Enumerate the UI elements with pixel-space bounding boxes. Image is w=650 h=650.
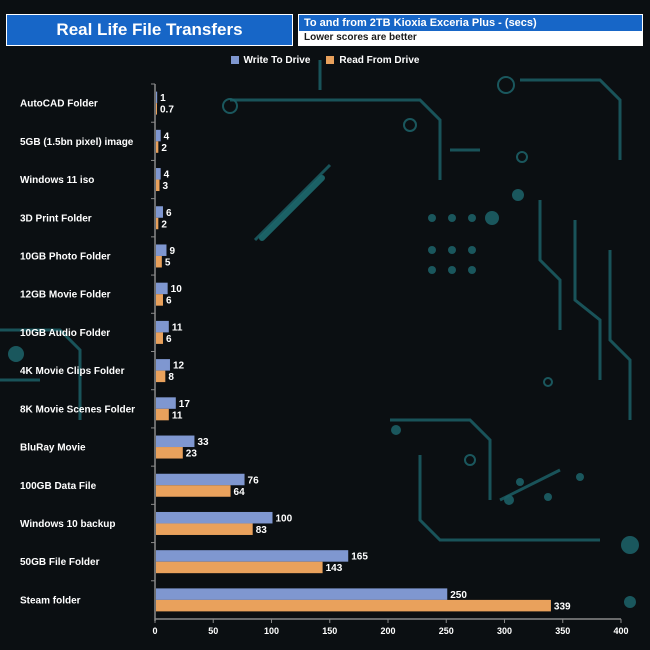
category-label: 100GB Data File bbox=[20, 481, 97, 492]
bar-read bbox=[156, 599, 551, 612]
data-label-read: 83 bbox=[256, 525, 268, 536]
bar-write bbox=[156, 397, 176, 409]
bar-read bbox=[156, 561, 323, 574]
bar-read bbox=[156, 332, 163, 344]
chart-title-box: Real Life File Transfers bbox=[6, 14, 293, 46]
category-label: Steam folder bbox=[20, 595, 81, 606]
data-label-write: 1 bbox=[160, 93, 166, 104]
category-label: 10GB Audio Folder bbox=[20, 328, 110, 339]
bar-write bbox=[156, 473, 245, 486]
chart-title: Real Life File Transfers bbox=[56, 20, 243, 39]
bar-write bbox=[156, 588, 448, 600]
bar-read bbox=[156, 217, 159, 230]
data-label-write: 100 bbox=[276, 513, 293, 524]
category-label: 10GB Photo Folder bbox=[20, 251, 111, 262]
bar-write bbox=[156, 550, 349, 562]
x-tick-label: 350 bbox=[555, 626, 570, 636]
data-label-read: 23 bbox=[186, 449, 198, 460]
data-label-read: 2 bbox=[161, 219, 167, 230]
legend-label-read: Read From Drive bbox=[339, 54, 420, 66]
bar-write bbox=[156, 282, 168, 295]
data-label-write: 4 bbox=[164, 170, 170, 181]
data-label-read: 2 bbox=[161, 143, 167, 154]
category-label: AutoCAD Folder bbox=[20, 99, 98, 110]
bar-write bbox=[156, 91, 158, 104]
bar-write bbox=[156, 320, 169, 333]
bar-read bbox=[156, 141, 159, 153]
data-label-write: 250 bbox=[450, 590, 467, 601]
data-label-write: 9 bbox=[169, 246, 175, 257]
data-label-read: 11 bbox=[172, 410, 183, 421]
x-tick-label: 400 bbox=[613, 626, 628, 636]
bar-write bbox=[156, 168, 161, 180]
data-label-write: 76 bbox=[248, 475, 260, 486]
data-label-read: 143 bbox=[326, 563, 343, 574]
bar-write bbox=[156, 359, 170, 371]
data-label-write: 12 bbox=[173, 361, 185, 372]
bar-read bbox=[156, 447, 183, 459]
data-label-read: 3 bbox=[162, 181, 168, 192]
legend-label-write: Write To Drive bbox=[243, 54, 311, 66]
category-label: 8K Movie Scenes Folder bbox=[20, 404, 135, 415]
category-label: 12GB Movie Folder bbox=[20, 290, 111, 301]
category-label: 50GB File Folder bbox=[20, 557, 100, 568]
data-label-read: 0.7 bbox=[160, 105, 174, 116]
data-label-write: 165 bbox=[351, 552, 368, 563]
x-tick-label: 300 bbox=[497, 626, 512, 636]
legend-item-write: Write To Drive bbox=[230, 54, 311, 66]
data-label-read: 6 bbox=[166, 334, 172, 345]
category-label: Windows 10 backup bbox=[20, 519, 115, 530]
bar-write bbox=[156, 435, 195, 448]
data-label-write: 10 bbox=[171, 284, 183, 295]
x-tick-label: 100 bbox=[264, 626, 279, 636]
category-label: 4K Movie Clips Folder bbox=[20, 366, 125, 377]
data-label-read: 64 bbox=[234, 487, 246, 498]
legend: Write To Drive Read From Drive bbox=[0, 53, 650, 67]
bar-write bbox=[156, 206, 163, 218]
data-label-write: 4 bbox=[164, 131, 170, 142]
x-tick-label: 250 bbox=[439, 626, 454, 636]
bar-read bbox=[156, 179, 160, 192]
bar-read bbox=[156, 523, 253, 535]
category-label: BluRay Movie bbox=[20, 443, 86, 454]
data-label-write: 17 bbox=[179, 399, 191, 410]
bar-write bbox=[156, 244, 167, 256]
x-tick-label: 200 bbox=[380, 626, 395, 636]
chart-subtitle-box: To and from 2TB Kioxia Exceria Plus - (s… bbox=[298, 14, 643, 46]
category-label: Windows 11 iso bbox=[20, 175, 94, 186]
bar-read bbox=[156, 485, 231, 497]
x-tick-label: 50 bbox=[208, 626, 218, 636]
chart-subtitle: To and from 2TB Kioxia Exceria Plus - (s… bbox=[299, 15, 642, 31]
data-label-write: 11 bbox=[172, 322, 183, 333]
bar-read bbox=[156, 370, 166, 383]
bar-write bbox=[156, 511, 273, 524]
x-tick-label: 150 bbox=[322, 626, 337, 636]
data-label-read: 339 bbox=[554, 601, 571, 612]
bar-write bbox=[156, 129, 161, 142]
legend-swatch-read bbox=[326, 56, 335, 64]
legend-item-read: Read From Drive bbox=[326, 55, 419, 66]
chart-note: Lower scores are better bbox=[299, 31, 642, 45]
bar-read bbox=[156, 103, 157, 115]
data-label-write: 33 bbox=[197, 437, 209, 448]
bar-read bbox=[156, 294, 163, 306]
data-label-read: 6 bbox=[166, 296, 172, 307]
legend-swatch-write bbox=[230, 56, 239, 64]
category-label: 3D Print Folder bbox=[20, 213, 92, 224]
data-label-read: 5 bbox=[165, 257, 171, 268]
data-label-write: 6 bbox=[166, 208, 172, 219]
bar-read bbox=[156, 255, 162, 268]
bar-read bbox=[156, 408, 169, 421]
x-tick-label: 0 bbox=[152, 626, 157, 636]
data-label-read: 8 bbox=[168, 372, 174, 383]
category-label: 5GB (1.5bn pixel) image bbox=[20, 137, 134, 148]
